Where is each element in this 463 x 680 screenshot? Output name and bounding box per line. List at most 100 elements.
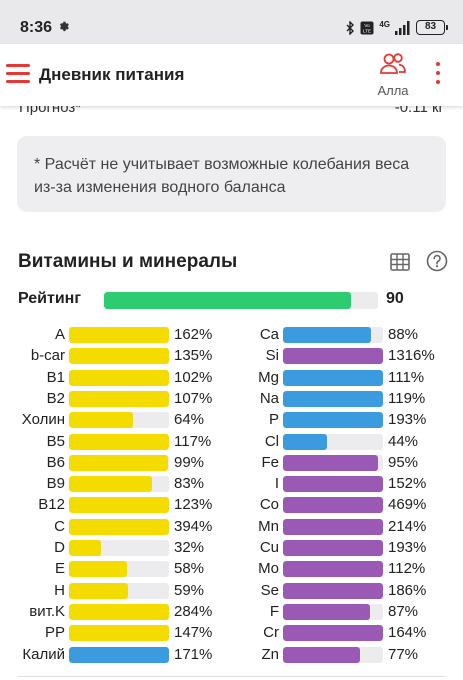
- nutrient-bar-fill: [69, 625, 169, 642]
- nutrient-row: H 59%: [0, 581, 463, 602]
- nutrient-row: Холин 64%: [0, 410, 463, 431]
- nutrient-row: Si 1316%: [0, 346, 463, 367]
- nutrient-name: Калий: [22, 645, 65, 663]
- table-icon[interactable]: [389, 251, 411, 273]
- nutrient-percent: 95%: [388, 453, 419, 471]
- nutrient-row: Cu 193%: [0, 538, 463, 559]
- nutrient-row: вит.K 284%: [0, 602, 463, 623]
- nutrient-bar: [283, 497, 383, 514]
- rating-label: Рейтинг: [18, 290, 82, 307]
- nutrient-name: A: [54, 326, 65, 343]
- nutrient-bar-fill: [283, 518, 383, 535]
- nutrient-row: Se 186%: [0, 581, 463, 602]
- nutrient-name: F: [269, 602, 279, 620]
- note-text: * Расчёт не учитывает возможные колебани…: [34, 156, 410, 196]
- nutrient-row: PP 147%: [0, 623, 463, 644]
- menu-icon[interactable]: [6, 64, 32, 86]
- app-bar: Дневник питания Алла: [0, 44, 463, 106]
- nutrient-row: F 87%: [0, 602, 463, 623]
- nutrient-name: E: [54, 560, 65, 578]
- nutrient-percent: 111%: [388, 368, 425, 386]
- nutrient-bar: [283, 540, 383, 556]
- nutrient-bar-fill: [69, 603, 169, 620]
- nutrient-bar: [69, 625, 169, 642]
- nutrient-percent: 193%: [388, 411, 427, 429]
- rating-value: 90: [386, 290, 404, 307]
- nutrient-bar-fill: [69, 518, 169, 535]
- bluetooth-icon: [346, 20, 355, 35]
- nutrient-percent: 152%: [388, 475, 427, 493]
- nutrient-bar-fill: [283, 412, 383, 429]
- nutrient-bar: [283, 348, 383, 365]
- nutrient-percent: 77%: [388, 645, 419, 663]
- nutrient-percent: 44%: [388, 432, 419, 450]
- nutrient-bar-fill: [69, 497, 169, 514]
- nutrient-bar: [69, 603, 169, 620]
- nutrient-bar: [283, 561, 383, 578]
- nutrient-bar-fill: [69, 476, 152, 493]
- nutrient-bar: [283, 433, 383, 450]
- nutrient-bar: [69, 390, 169, 407]
- nutrient-percent: 107%: [174, 389, 213, 407]
- nutrient-row: Калий 171%: [0, 645, 463, 666]
- nutrient-name: PP: [44, 624, 65, 642]
- nutrient-bar: [283, 327, 383, 343]
- nutrient-percent: 214%: [388, 517, 427, 535]
- nutrient-row: Na 119%: [0, 389, 463, 410]
- nutrient-bar: [283, 412, 383, 429]
- user-name: Алла: [377, 83, 409, 98]
- nutrient-bar-fill: [283, 561, 383, 578]
- signal-icon: [395, 20, 410, 35]
- nutrient-name: Cl: [264, 432, 279, 450]
- more-vertical-icon[interactable]: [430, 62, 446, 90]
- nutrient-bar: [283, 518, 383, 535]
- nutrient-row: Fe 95%: [0, 453, 463, 474]
- nutrient-row: B1 102%: [0, 368, 463, 389]
- nutrient-row: E 58%: [0, 559, 463, 580]
- nutrient-name: D: [54, 539, 65, 556]
- nutrient-bar: [69, 369, 169, 386]
- nutrient-row: I 152%: [0, 474, 463, 495]
- nutrient-percent: 99%: [174, 453, 205, 471]
- nutrient-name: B9: [46, 475, 65, 493]
- nutrient-bar: [69, 476, 169, 493]
- nutrient-row: Co 469%: [0, 495, 463, 516]
- svg-text:LTE: LTE: [363, 28, 371, 33]
- nutrient-percent: 59%: [174, 581, 205, 599]
- nutrient-bar-fill: [69, 540, 101, 556]
- nutrient-bar-fill: [69, 327, 169, 343]
- nutrient-bar-fill: [283, 476, 383, 493]
- nutrient-bar: [69, 561, 169, 578]
- nutrient-percent: 117%: [174, 432, 212, 450]
- nutrient-bar: [69, 497, 169, 514]
- help-icon[interactable]: [426, 250, 448, 272]
- status-time: 8:36: [20, 19, 53, 36]
- nutrient-percent: 162%: [174, 326, 213, 343]
- nutrient-name: B6: [46, 453, 65, 471]
- nutrient-bar-fill: [69, 369, 169, 386]
- user-group-icon: [380, 53, 406, 74]
- nutrient-name: B12: [38, 496, 65, 514]
- nutrient-name: b-car: [30, 347, 65, 365]
- nutrient-row: C 394%: [0, 517, 463, 538]
- svg-text:Vo: Vo: [365, 23, 371, 28]
- nutrient-row: B5 117%: [0, 432, 463, 453]
- nutrient-name: Cr: [263, 624, 279, 642]
- user-switch-button[interactable]: Алла: [370, 52, 416, 100]
- nutrient-name: Холин: [21, 411, 65, 429]
- nutrient-bar-fill: [283, 540, 383, 556]
- nutrient-name: Mn: [258, 517, 279, 535]
- nutrient-row: D 32%: [0, 538, 463, 559]
- nutrient-bar-fill: [69, 433, 169, 450]
- nutrient-row: Mn 214%: [0, 517, 463, 538]
- nutrient-bar: [69, 348, 169, 365]
- nutrient-name: H: [54, 581, 65, 599]
- nutrient-bar-fill: [283, 454, 378, 471]
- nutrient-row: P 193%: [0, 410, 463, 431]
- nutrient-row: B6 99%: [0, 453, 463, 474]
- nutrient-bar: [283, 454, 383, 471]
- nutrient-name: вит.K: [29, 602, 65, 620]
- nutrient-bar-fill: [69, 646, 169, 663]
- nutrient-bar: [69, 454, 169, 471]
- nutrient-name: B2: [46, 389, 65, 407]
